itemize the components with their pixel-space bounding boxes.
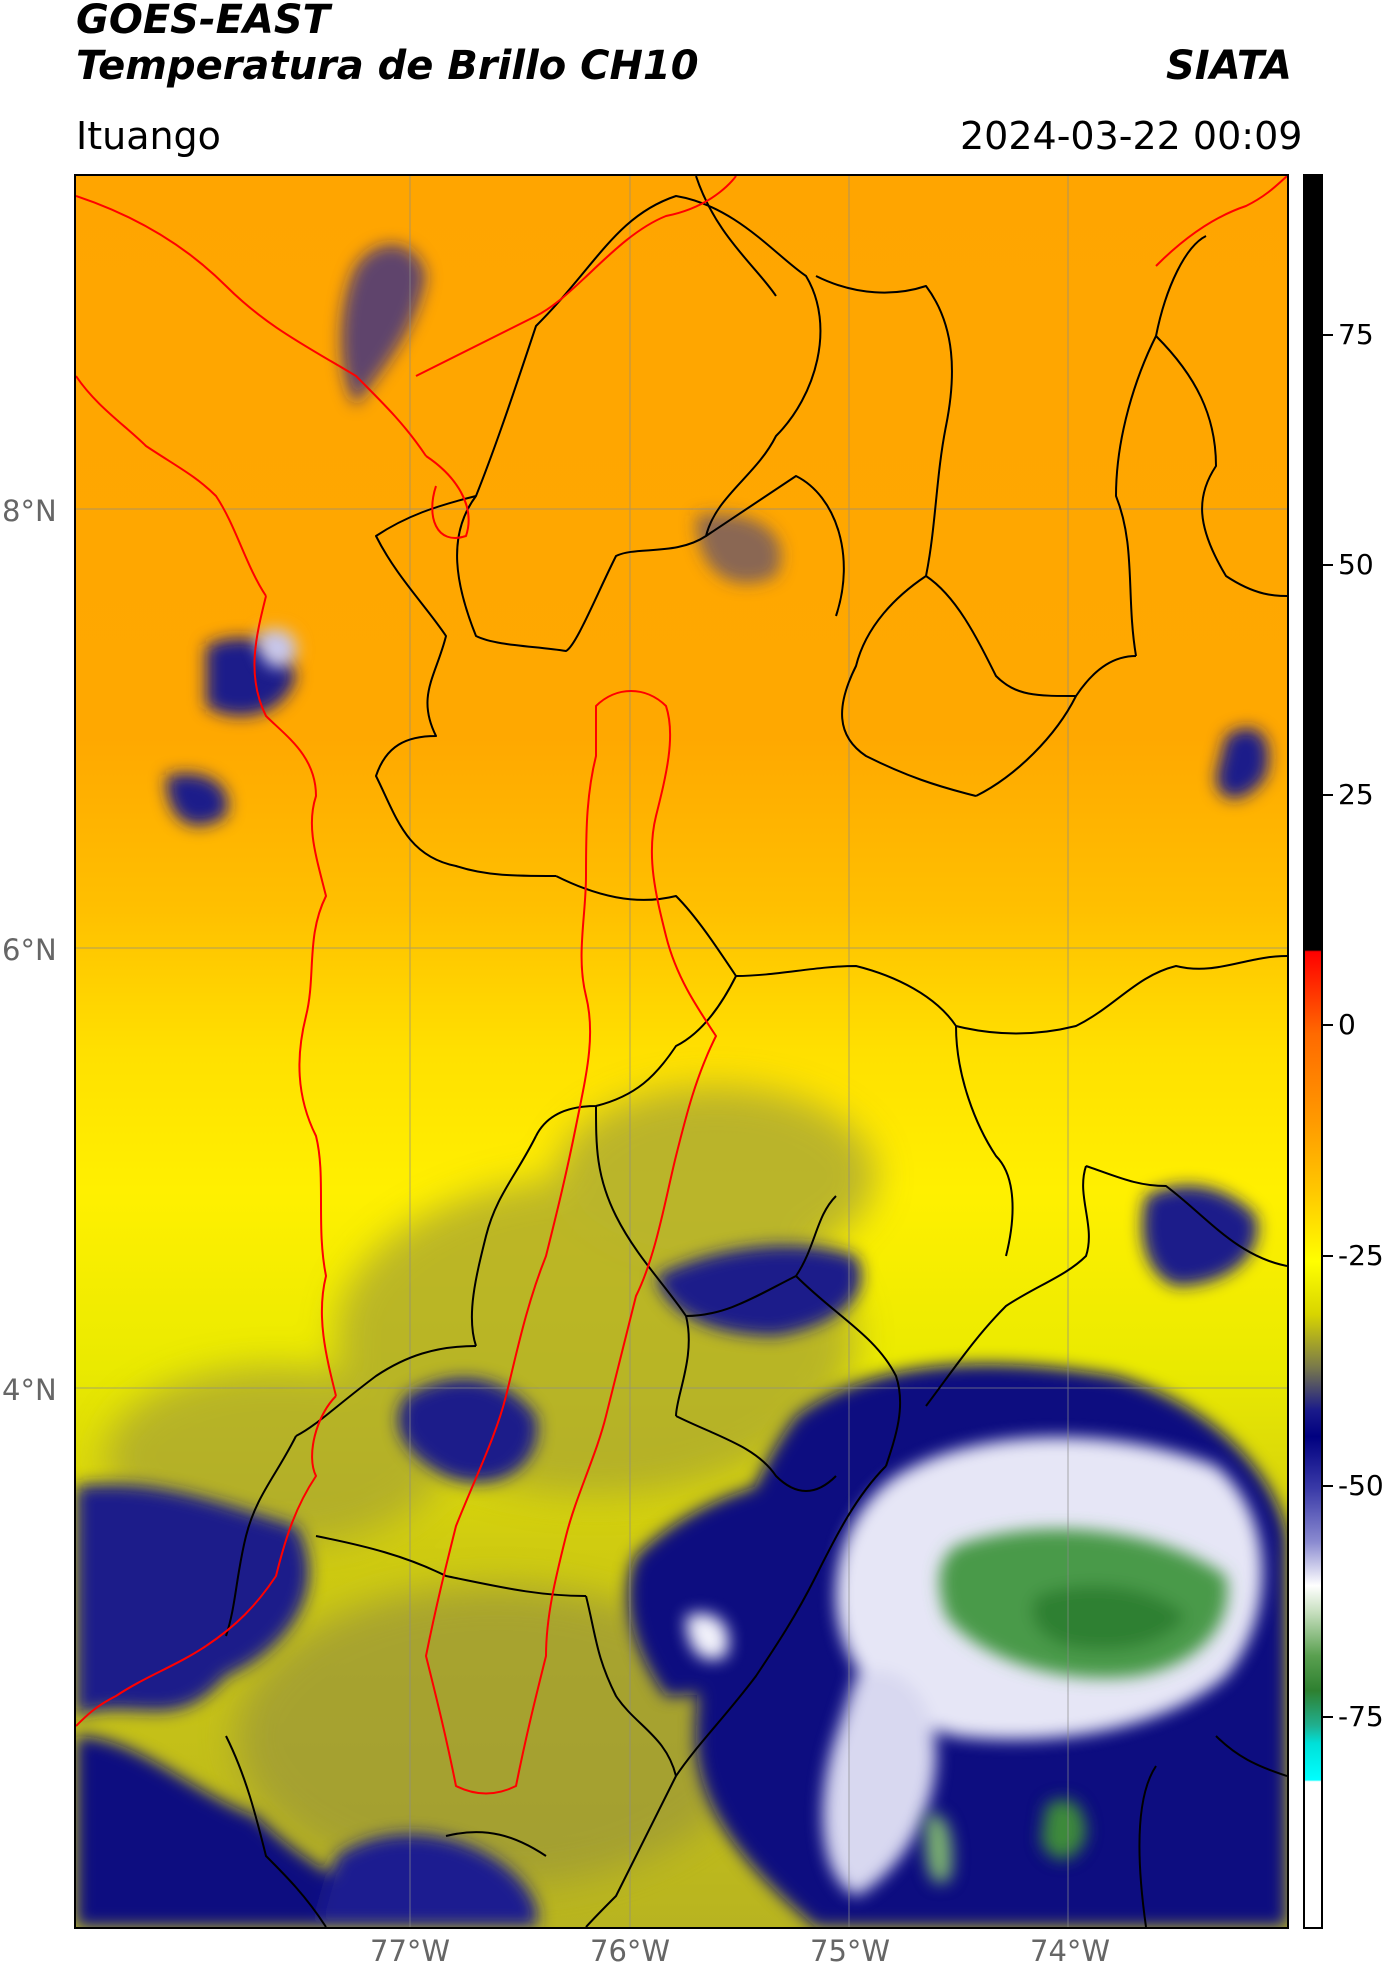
satellite-map <box>74 174 1289 1929</box>
brand-label: SIATA <box>1166 43 1292 89</box>
colorbar <box>1303 174 1323 1929</box>
colorbar-label: 75 <box>1338 318 1374 351</box>
colorbar-label: 50 <box>1338 548 1374 581</box>
latitude-label: 8°N <box>2 494 57 528</box>
location-label: Ituango <box>76 114 221 158</box>
map-canvas <box>76 176 1287 1927</box>
colorbar-label: -75 <box>1338 1700 1384 1733</box>
timestamp-label: 2024-03-22 00:09 <box>960 114 1303 158</box>
colorbar-tick-neg25 <box>1323 1255 1333 1257</box>
colorbar-label: -25 <box>1338 1239 1384 1272</box>
latitude-label: 6°N <box>2 933 57 967</box>
colorbar-tick-neg50 <box>1323 1485 1333 1487</box>
longitude-label: 76°W <box>590 1934 671 1968</box>
title-satellite: GOES-EAST <box>76 0 330 43</box>
colorbar-label: -50 <box>1338 1469 1384 1502</box>
title-product: Temperatura de Brillo CH10 <box>76 43 699 89</box>
colorbar-label: 25 <box>1338 778 1374 811</box>
longitude-label: 77°W <box>370 1934 451 1968</box>
colorbar-tick-neg75 <box>1323 1716 1333 1718</box>
longitude-label: 75°W <box>810 1934 891 1968</box>
colorbar-tick-75 <box>1323 334 1333 336</box>
colorbar-tick-25 <box>1323 794 1333 796</box>
colorbar-tick-0 <box>1323 1024 1333 1026</box>
latitude-label: 4°N <box>2 1373 57 1407</box>
colorbar-label: 0 <box>1338 1008 1356 1041</box>
colorbar-tick-50 <box>1323 564 1333 566</box>
longitude-label: 74°W <box>1030 1934 1111 1968</box>
